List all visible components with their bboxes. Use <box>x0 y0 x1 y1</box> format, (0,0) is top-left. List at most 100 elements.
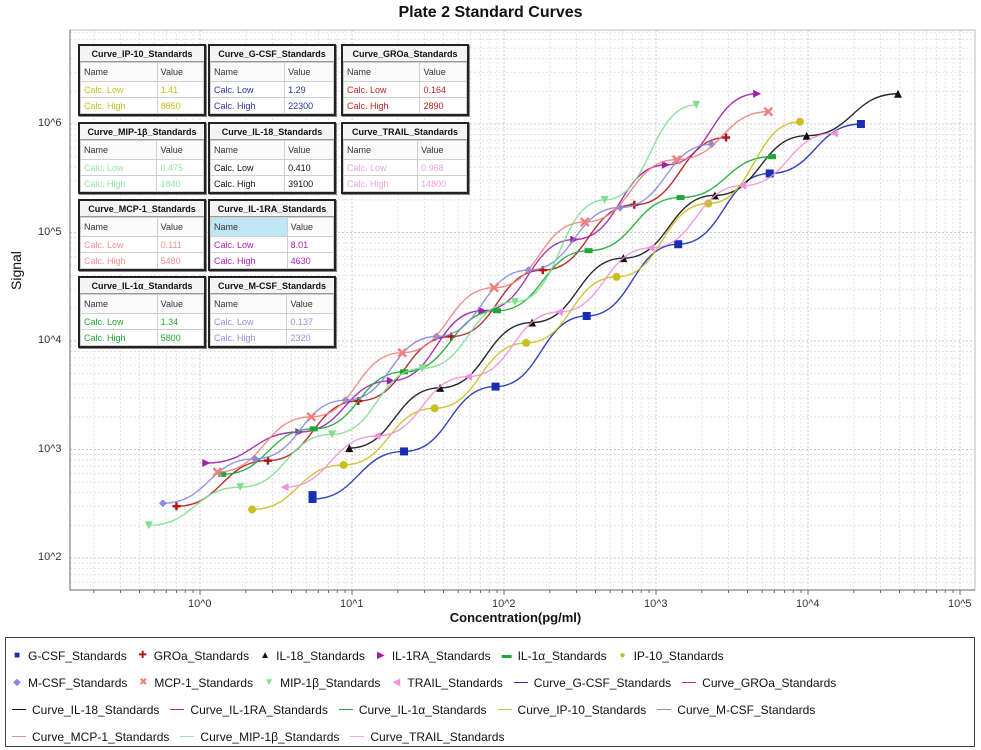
legend-item[interactable]: ◀ TRAIL_Standards <box>391 675 503 690</box>
legend-row: ■ G-CSF_Standards ✚ GROa_Standards ▲ IL-18_St… <box>12 642 968 669</box>
calc-high-value: 22300 <box>284 97 334 114</box>
col-value-header[interactable]: Value <box>156 217 205 237</box>
chart-legend: ■ G-CSF_Standards ✚ GROa_Standards ▲ IL-18_St… <box>5 637 975 747</box>
calc-high-label: Calc. High <box>80 329 158 346</box>
x-tick-label: 10^0 <box>188 598 212 610</box>
legend-item[interactable]: Curve_IP-10_Standards <box>497 702 647 717</box>
col-value-header[interactable]: Value <box>284 140 334 160</box>
col-value-header[interactable]: Value <box>284 62 334 82</box>
curve-info-box: Curve_MIP-1β_Standards Name Value Calc. L… <box>78 122 206 194</box>
legend-marker-icon: ◆ <box>13 677 21 688</box>
legend-item[interactable]: ✖ MCP-1_Standards <box>138 676 253 690</box>
legend-line-icon <box>513 681 528 684</box>
y-axis-label: Signal <box>8 251 24 290</box>
y-tick-label: 10^4 <box>38 334 62 346</box>
legend-label: IP-10_Standards <box>633 648 724 663</box>
col-value-header[interactable]: Value <box>417 140 467 160</box>
legend-item[interactable]: ▶ IL-1RA_Standards <box>376 649 491 663</box>
info-box-title: Curve_IL-1RA_Standards <box>210 201 334 217</box>
calc-high-value: 5800 <box>156 329 205 346</box>
col-value-header[interactable]: Value <box>156 140 204 160</box>
legend-item[interactable]: ● IP-10_Standards <box>618 649 724 663</box>
series-mcp-1-standards <box>212 106 774 477</box>
legend-item[interactable]: Curve_IL-1RA_Standards <box>170 702 328 717</box>
legend-item[interactable]: Curve_MCP-1_Standards <box>12 730 169 744</box>
y-tick-label: 10^3 <box>38 442 62 455</box>
legend-item[interactable]: Curve_M-CSF_Standards <box>657 703 815 717</box>
legend-item[interactable]: Curve_IL-18_Standards <box>12 703 159 717</box>
col-name-header[interactable]: Name <box>342 62 421 82</box>
col-name-header[interactable]: Name <box>79 140 158 160</box>
legend-label: Curve_MIP-1β_Standards <box>200 729 340 744</box>
calc-high-label: Calc. High <box>342 97 421 114</box>
curve-info-box: Curve_MCP-1_Standards Name Value Calc. Lo… <box>78 199 206 271</box>
calc-high-value: 8850 <box>156 97 205 114</box>
col-value-header[interactable]: Value <box>286 294 334 314</box>
x-tick-label: 10^2 <box>492 598 516 610</box>
calc-high-label: Calc. High <box>209 97 286 114</box>
calc-high-label: Calc. High <box>209 329 288 346</box>
calc-high-label: Calc. High <box>210 252 288 269</box>
col-name-header[interactable]: Name <box>80 217 158 237</box>
legend-marker-icon: ✖ <box>139 677 148 688</box>
legend-item[interactable]: ◆ M-CSF_Standards <box>12 676 127 690</box>
legend-marker-icon: ■ <box>13 650 21 661</box>
calc-high-value: 2320 <box>286 329 334 346</box>
calc-high-value: 2890 <box>419 97 467 114</box>
col-name-header[interactable]: Name <box>209 294 288 314</box>
calc-low-value: 0.111 <box>156 236 205 253</box>
col-name-header[interactable]: Name <box>209 62 286 82</box>
legend-item[interactable]: Curve_IL-1α_Standards <box>338 703 487 717</box>
info-box-title: Curve_G-CSF_Standards <box>210 46 334 62</box>
calc-low-value: 1.34 <box>156 313 205 330</box>
col-value-header[interactable]: Value <box>286 217 335 237</box>
calc-low-label: Calc. Low <box>80 81 158 98</box>
curve-info-box: Curve_IL-1α_Standards Name Value Calc. Lo… <box>78 276 206 348</box>
legend-item[interactable]: Curve_TRAIL_Standards <box>350 730 504 744</box>
legend-item[interactable]: ▲ IL-18_Standards <box>260 649 365 663</box>
info-box-title: Curve_TRAIL_Standards <box>343 124 467 140</box>
curve-info-box: Curve_M-CSF_Standards Name Value Calc. Lo… <box>208 276 336 348</box>
col-name-header[interactable]: Name <box>80 294 158 314</box>
info-box-title: Curve_GROa_Standards <box>343 46 467 62</box>
legend-item[interactable]: ▬ IL-1α_Standards <box>502 649 607 663</box>
legend-label: TRAIL_Standards <box>407 675 503 690</box>
info-box-title: Curve_M-CSF_Standards <box>210 278 334 294</box>
legend-item[interactable]: ✚ GROa_Standards <box>138 649 250 663</box>
calc-low-label: Calc. Low <box>79 159 158 176</box>
info-box-title: Curve_MCP-1_Standards <box>80 201 204 217</box>
legend-label: Curve_MCP-1_Standards <box>32 729 170 744</box>
legend-item[interactable]: Curve_MIP-1β_Standards <box>180 730 339 744</box>
col-name-header[interactable]: Name <box>80 62 158 82</box>
calc-low-label: Calc. Low <box>80 236 158 253</box>
x-tick-label: 10^4 <box>796 598 820 610</box>
legend-item[interactable]: ▼ MIP-1β_Standards <box>264 676 380 690</box>
legend-item[interactable]: Curve_G-CSF_Standards <box>513 676 671 690</box>
legend-marker-icon: ● <box>619 650 626 661</box>
col-value-header[interactable]: Value <box>419 62 467 82</box>
info-box-table: Name Value Calc. Low 1.41 Calc. High 8850 <box>80 62 205 114</box>
info-box-table: Name Value Calc. Low 1.29 Calc. High 22300 <box>209 62 334 114</box>
curve-info-box: Curve_IL-1RA_Standards Name Value Calc. L… <box>208 199 336 271</box>
legend-item[interactable]: Curve_GROa_Standards <box>682 676 836 690</box>
col-name-header[interactable]: Name <box>210 217 288 237</box>
calc-high-label: Calc. High <box>342 175 419 192</box>
info-box-table: Name Value Calc. Low 0.137 Calc. High 2320 <box>209 294 334 346</box>
series-trail-standards <box>280 129 838 492</box>
x-tick-label: 10^5 <box>948 598 972 610</box>
legend-row: ◆ M-CSF_Standards ✖ MCP-1_Standards ▼ MIP-1β_… <box>12 669 968 696</box>
calc-high-label: Calc. High <box>79 175 158 192</box>
legend-label: Curve_IL-1RA_Standards <box>190 702 328 717</box>
series-ip-10-standards <box>248 117 804 514</box>
curve-info-box: Curve_IP-10_Standards Name Value Calc. Lo… <box>78 44 206 116</box>
col-value-header[interactable]: Value <box>156 294 205 314</box>
legend-label: Curve_IP-10_Standards <box>517 702 647 717</box>
col-value-header[interactable]: Value <box>156 62 205 82</box>
col-name-header[interactable]: Name <box>342 140 419 160</box>
legend-marker-icon: ✚ <box>138 650 147 661</box>
info-box-table: Name Value Calc. Low 0.475 Calc. High 1840 <box>79 140 204 192</box>
legend-label: M-CSF_Standards <box>28 675 128 690</box>
legend-item[interactable]: ■ G-CSF_Standards <box>12 649 127 663</box>
col-name-header[interactable]: Name <box>209 140 286 160</box>
legend-line-icon <box>180 735 195 738</box>
